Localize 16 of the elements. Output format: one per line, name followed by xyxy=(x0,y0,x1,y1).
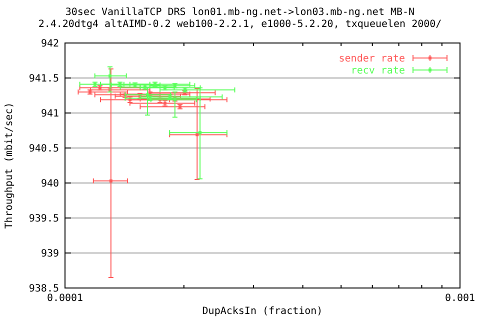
legend-label: sender rate xyxy=(338,54,405,64)
chart-title: 30sec VanillaTCP DRS lon01.mb-ng.net->lon03.mb-ng.net MB-N xyxy=(65,7,415,18)
x-tick-label: 0.0001 xyxy=(46,293,84,304)
y-tick-label: 939 xyxy=(40,248,59,260)
legend-label: recv rate xyxy=(350,66,405,76)
y-tick-label: 940 xyxy=(40,178,59,190)
y-tick-label: 938.5 xyxy=(28,284,59,294)
x-tick-label: 0.001 xyxy=(444,293,476,304)
y-tick-label: 940.5 xyxy=(28,144,59,154)
y-tick-label: 939.5 xyxy=(28,214,59,224)
y-axis-title: Throughput (mbit/sec) xyxy=(4,102,15,229)
chart-subtitle: 2.4.20dtg4 altAIMD-0.2 web100-2.2.1, e1000-5.2.20, txqueuelen 2000/ xyxy=(38,19,442,30)
x-axis-title: DupAcksIn (fraction) xyxy=(202,306,323,317)
y-tick-label: 941 xyxy=(40,108,59,120)
y-tick-label: 941.5 xyxy=(28,74,59,84)
y-tick-label: 942 xyxy=(40,38,59,50)
